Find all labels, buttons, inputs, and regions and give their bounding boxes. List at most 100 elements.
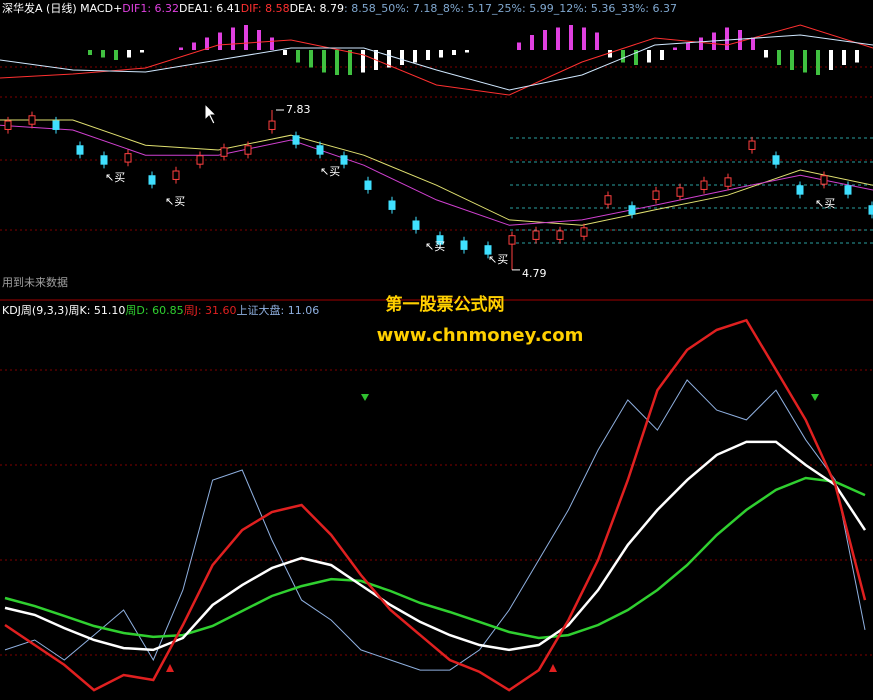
candle-body [436,235,444,245]
grid [0,66,873,656]
macd-bar [751,37,755,50]
candle-body [4,120,12,130]
macd-bar [686,42,690,50]
candle-body [292,135,300,145]
candle-body [148,175,156,185]
candle-body [388,200,396,210]
macd-bar [387,50,391,68]
candle-body [100,155,108,165]
macd-bar [517,42,521,50]
macd-bar [309,50,313,68]
macd-bar [530,35,534,50]
macd-bar [101,50,105,58]
signal-up [166,664,557,672]
candle-body [508,235,516,245]
macd-bar [803,50,807,73]
legend-entry: 周K: 51.10 [69,304,126,317]
up-triangle [549,664,557,672]
candle-body [748,140,756,150]
candle-body [244,145,252,155]
macd-bar [621,50,625,63]
candle-body [364,180,372,190]
down-triangle [811,394,819,401]
kdj-line [4,379,866,671]
candle-body [340,155,348,165]
down-triangle [361,394,369,401]
macd-line [0,34,873,91]
macd-bar [582,27,586,50]
macd-bar [816,50,820,75]
macd-bar [361,50,365,73]
macd-bar [569,25,573,50]
candle-body [76,145,84,155]
candle-body [868,205,873,215]
candle-body [532,230,540,240]
candle-body [220,147,228,157]
macd-bar [556,27,560,50]
candle-body [484,245,492,255]
candle-body [124,153,132,163]
chart-title: 深华发A (日线) MACD+ [2,1,122,15]
macd-bar [790,50,794,70]
candle-body [676,187,684,197]
macd-bar [140,50,144,53]
macd-bar [218,32,222,50]
macd-bar [608,50,612,58]
legend-entry: DIF1: 6.32 [122,2,179,15]
legend-entry: _12%: 5.36 [553,2,616,15]
legend-entry: 上证大盘: 11.06 [237,303,320,317]
legend-entry: _33%: 6.37 [614,2,677,15]
macd-bar [348,50,352,75]
macd-bar [465,50,469,53]
legend-entry: 周D: 60.85 [125,304,183,317]
legend-entry: 周J: 31.60 [184,304,237,317]
note: 用到未来数据 [2,275,68,289]
buy-mark: ↖买 [488,253,508,266]
macd-bar [127,50,131,58]
candle-body [196,155,204,165]
kdj-line [4,440,867,652]
macd-bar [231,27,235,50]
macd-bar [855,50,859,63]
legend-entry: _8%: 5.17 [436,2,492,15]
macd-bar [452,50,456,55]
candle-body [412,220,420,230]
legend-entry: _25%: 5.99 [491,2,554,15]
macd-bar [543,30,547,50]
candle-body [268,120,276,130]
panel-header: KDJ周(9,3,3)周K: 51.10周D: 60.85周J: 31.60上证… [2,303,319,317]
macd-bar [114,50,118,60]
candle-body [556,230,564,240]
watermark: 第一股票公式网 [386,294,505,315]
ma-line [0,119,873,226]
level-lines [510,137,873,244]
macd-bar [192,42,196,50]
legend-entry: : 8.58 [344,2,376,15]
macd-bar [699,37,703,50]
macd-bar [88,50,92,55]
candle-body [580,227,588,237]
candle-body [52,120,60,130]
low-label: 4.79 [522,267,547,280]
macd-bar [439,50,443,58]
signal-down [361,394,819,401]
macd-bar [673,47,677,50]
candle-body [700,180,708,190]
candle-body [772,155,780,165]
legend-entry: DIF: 8.58 [241,2,290,15]
candle-body [724,177,732,187]
macd-bar [777,50,781,65]
candle-body [628,205,636,215]
chart-title: KDJ周(9,3,3) [2,304,69,317]
candle-body [316,145,324,155]
up-triangle [166,664,174,672]
panel-header: 深华发A (日线) MACD+DIF1: 6.32DEA1: 6.41DIF: … [2,1,677,15]
macd-bar [660,50,664,60]
kdj-line [4,318,867,692]
macd-bar [647,50,651,63]
macd-bar [322,50,326,73]
buy-mark: ↖买 [320,165,340,178]
candle-body [652,190,660,200]
